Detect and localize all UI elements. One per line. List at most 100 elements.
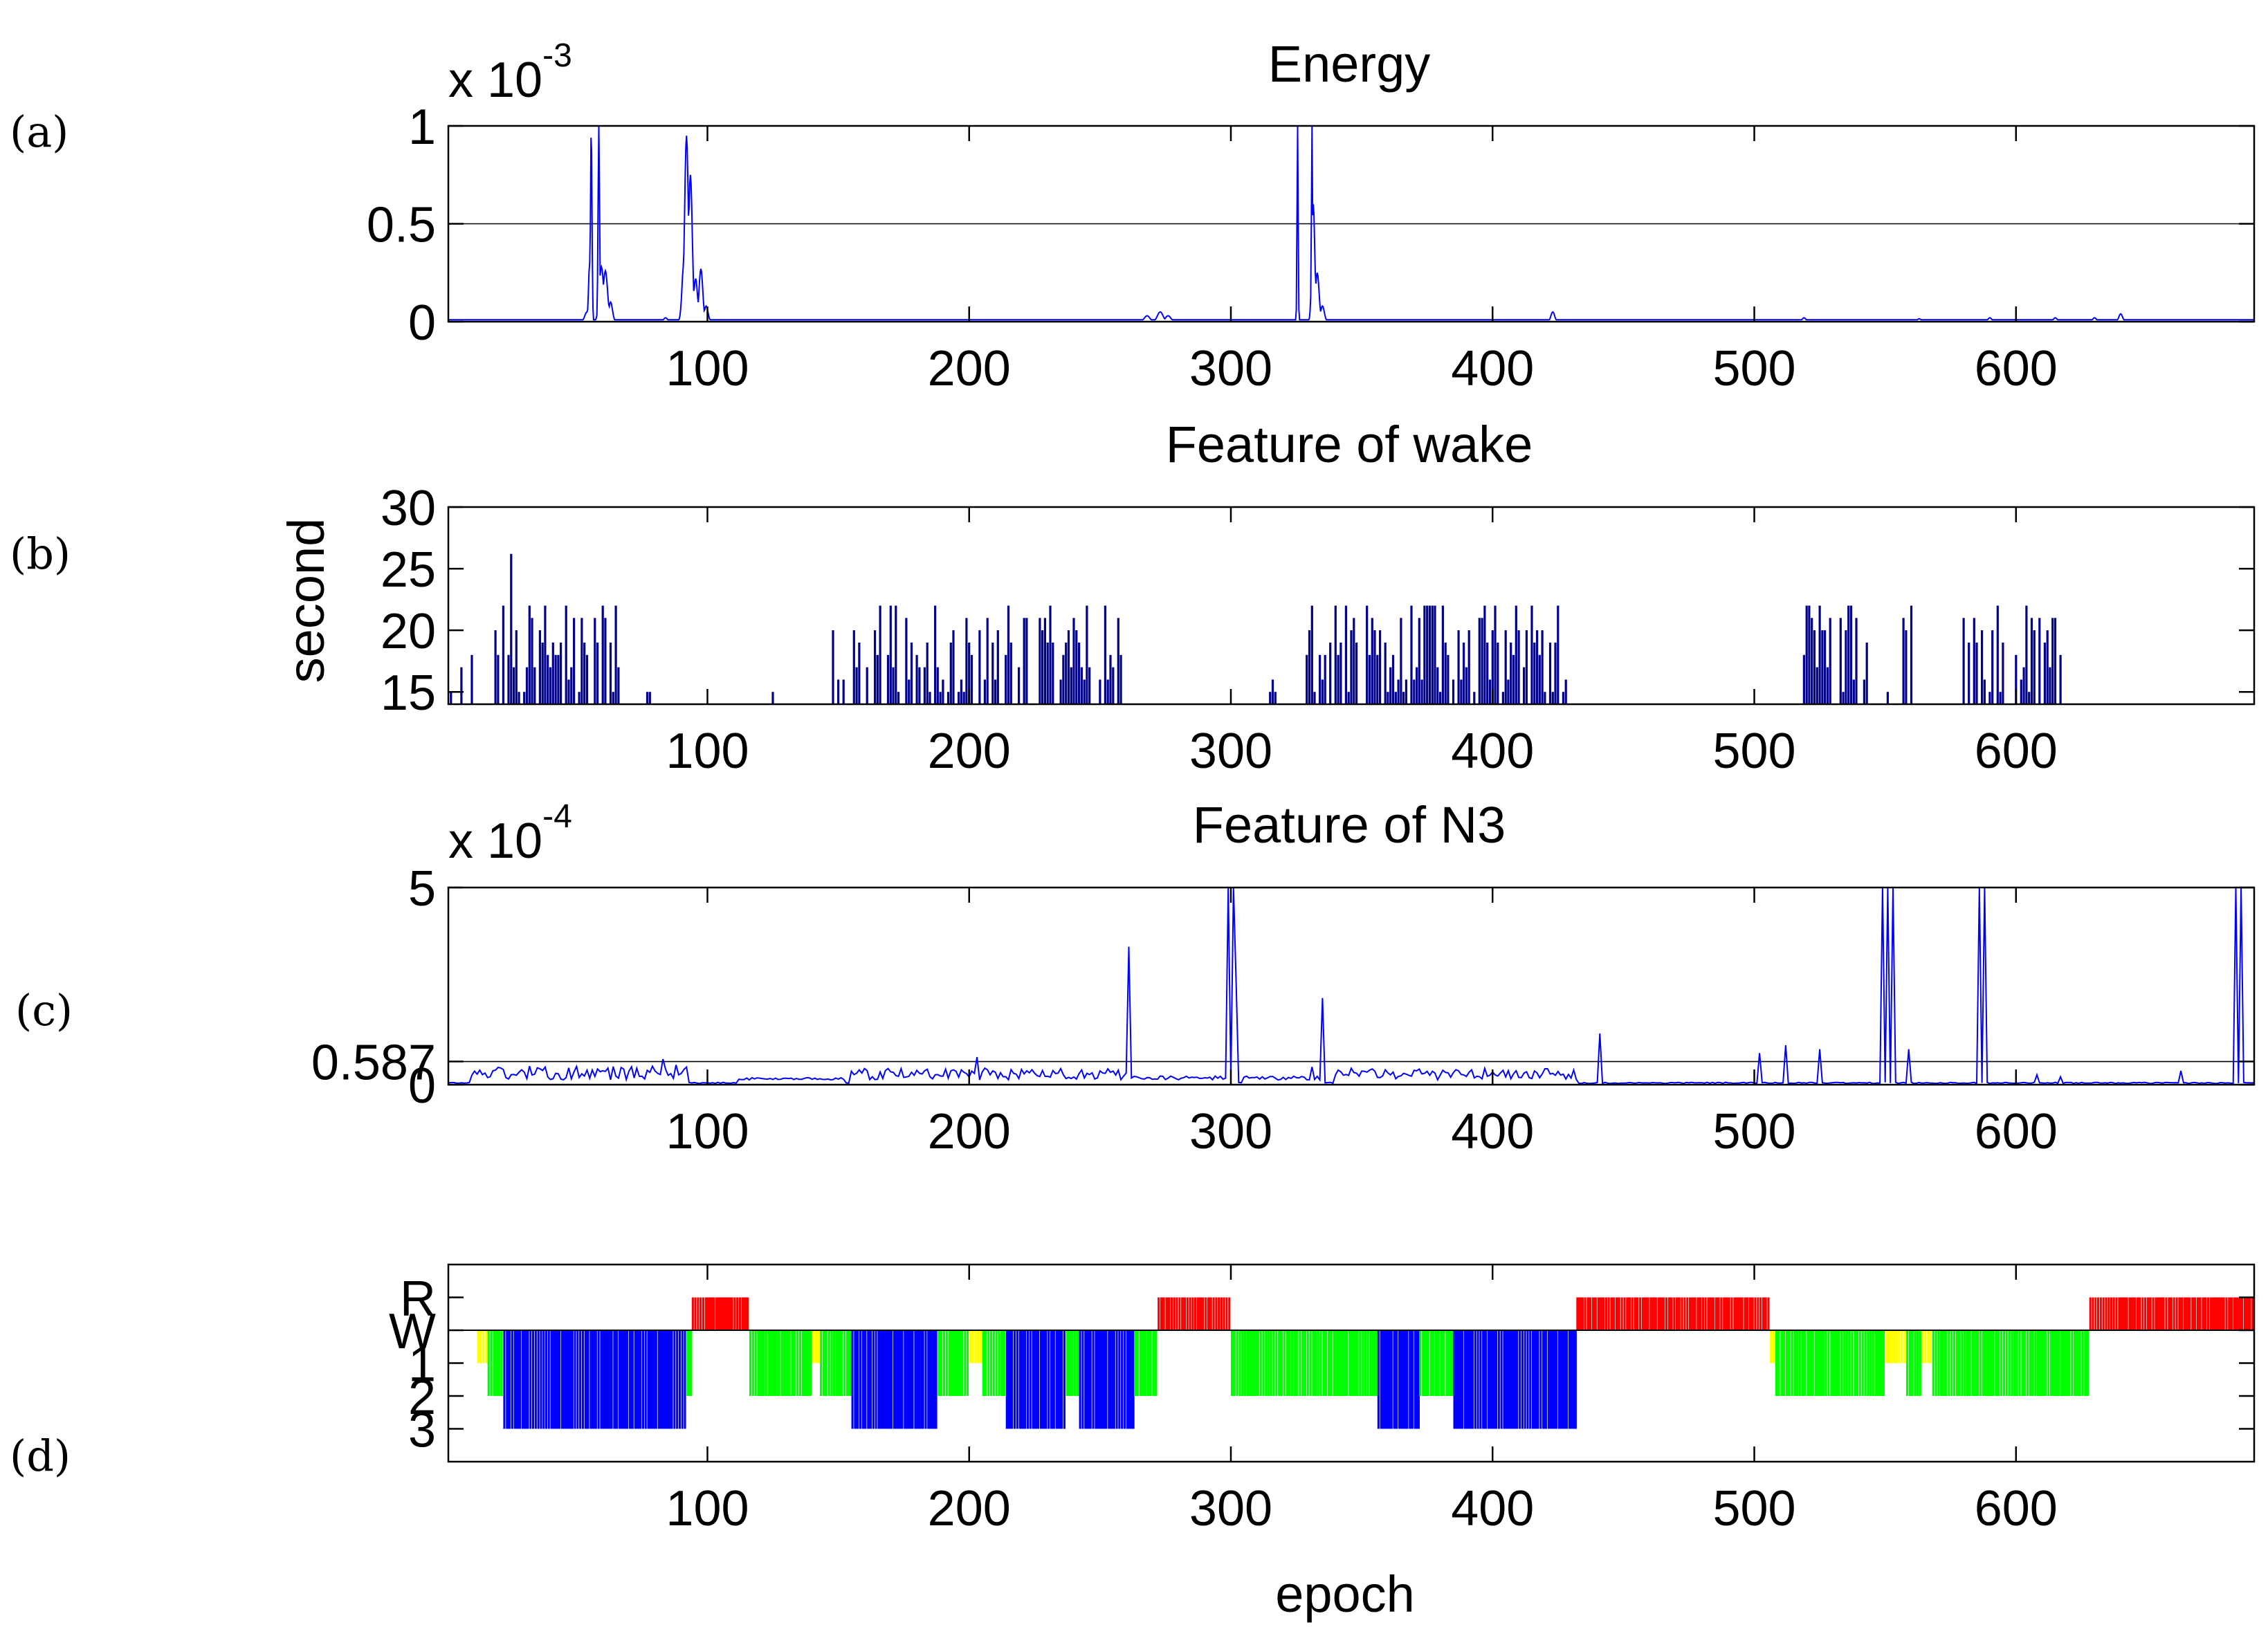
bar-wake: [1988, 692, 1991, 704]
epoch-bar-stage-2: [982, 1330, 986, 1396]
epoch-bar-stage-2: [1328, 1330, 1331, 1396]
epoch-bar-stage-R: [1631, 1297, 1635, 1330]
epoch-bar-stage-R: [2159, 1297, 2164, 1330]
bar-wake: [1816, 667, 1818, 704]
x-tick-label-d: 300: [1189, 1481, 1272, 1536]
bar-wake: [1983, 679, 1986, 704]
bar-wake: [1465, 667, 1467, 704]
epoch-bar-stage-2: [846, 1330, 850, 1396]
epoch-bar-stage-2: [995, 1330, 998, 1396]
bar-wake: [1416, 667, 1418, 704]
y-tick-label-d: R: [400, 1271, 436, 1327]
epoch-bar-stage-2: [1997, 1330, 2001, 1396]
epoch-bar-stage-R: [2199, 1297, 2202, 1330]
epoch-bar-stage-3: [506, 1330, 509, 1429]
bar-wake: [2054, 618, 2057, 704]
epoch-bar-stage-2: [1291, 1330, 1295, 1396]
epoch-bar-stage-2: [1809, 1330, 1813, 1396]
epoch-bar-stage-1: [817, 1330, 821, 1363]
epoch-bar-stage-R: [2144, 1297, 2148, 1330]
y-tick-label-d: 2: [408, 1370, 436, 1425]
epoch-bar-stage-2: [1961, 1330, 1964, 1396]
bar-wake: [1533, 642, 1536, 704]
epoch-bar-stage-3: [1011, 1330, 1014, 1429]
epoch-bar-stage-3: [1571, 1330, 1575, 1429]
epoch-bar-stage-3: [1547, 1330, 1551, 1429]
bar-wake: [978, 630, 981, 704]
epoch-bar-stage-2: [770, 1330, 774, 1396]
epoch-bar-stage-2: [961, 1330, 964, 1396]
epoch-bar-stage-2: [1856, 1330, 1860, 1396]
epoch-bar-stage-2: [1312, 1330, 1315, 1396]
bar-wake: [1973, 618, 1975, 704]
epoch-bar-stage-2: [998, 1330, 1001, 1396]
epoch-bar-stage-R: [1616, 1297, 1619, 1330]
epoch-bar-stage-R: [2209, 1297, 2213, 1330]
bar-wake: [1324, 654, 1326, 705]
epoch-bar-stage-2: [2081, 1330, 2085, 1396]
epoch-bar-stage-3: [1492, 1330, 1496, 1429]
epoch-bar-stage-2: [1359, 1330, 1362, 1396]
epoch-bar-stage-3: [681, 1330, 685, 1429]
bar-wake: [908, 679, 911, 704]
bar-wake: [560, 642, 563, 704]
bar-wake: [580, 618, 583, 704]
bar-wake: [1824, 630, 1827, 704]
epoch-bar-stage-2: [830, 1330, 834, 1396]
bar-wake: [1968, 642, 1970, 704]
epoch-bar-stage-2: [1845, 1330, 1849, 1396]
epoch-bar-stage-3: [906, 1330, 910, 1429]
epoch-bar-stage-3: [1458, 1330, 1462, 1429]
epoch-bar-stage-3: [1385, 1330, 1389, 1429]
bar-wake: [1368, 654, 1371, 705]
epoch-bar-stage-3: [574, 1330, 577, 1429]
epoch-bar-stage-2: [2037, 1330, 2040, 1396]
epoch-bar-stage-2: [1275, 1330, 1279, 1396]
epoch-bar-stage-3: [888, 1330, 891, 1429]
epoch-bar-stage-2: [1155, 1330, 1158, 1396]
epoch-bar-stage-2: [1254, 1330, 1258, 1396]
bar-wake: [2038, 618, 2041, 704]
bar-wake: [1802, 654, 1805, 705]
epoch-bar-stage-1: [812, 1330, 816, 1363]
bar-wake: [1086, 605, 1088, 704]
epoch-bar-stage-2: [1249, 1330, 1252, 1396]
bar-wake: [1355, 642, 1358, 704]
epoch-bar-stage-R: [1762, 1297, 1766, 1330]
bar-wake: [1059, 679, 1062, 704]
epoch-bar-stage-3: [1097, 1330, 1101, 1429]
epoch-bar-stage-R: [1736, 1297, 1739, 1330]
epoch-bar-stage-R: [1712, 1297, 1716, 1330]
epoch-bar-stage-3: [650, 1330, 653, 1429]
bar-wake: [460, 667, 463, 704]
epoch-bar-stage-3: [1553, 1330, 1556, 1429]
epoch-bar-stage-2: [1280, 1330, 1284, 1396]
epoch-bar-stage-3: [524, 1330, 528, 1429]
epoch-bar-stage-2: [2065, 1330, 2069, 1396]
epoch-bar-stage-3: [1490, 1330, 1493, 1429]
epoch-bar-stage-2: [1362, 1330, 1365, 1396]
bar-wake: [617, 667, 620, 704]
bar-wake: [533, 667, 536, 704]
bar-wake: [538, 630, 541, 704]
epoch-bar-stage-3: [513, 1330, 517, 1429]
epoch-bar-stage-R: [1636, 1297, 1640, 1330]
bar-wake: [502, 605, 504, 704]
y-tick-label-b: 20: [381, 604, 436, 659]
epoch-bar-stage-3: [1416, 1330, 1420, 1429]
epoch-bar-stage-R: [2249, 1297, 2252, 1330]
epoch-bar-stage-3: [1409, 1330, 1412, 1429]
epoch-bar-stage-R: [717, 1297, 721, 1330]
epoch-bar-stage-3: [503, 1330, 506, 1429]
epoch-bar-stage-R: [2220, 1297, 2224, 1330]
bar-wake: [494, 630, 497, 704]
epoch-bar-stage-2: [2058, 1330, 2061, 1396]
epoch-bar-stage-R: [1589, 1297, 1593, 1330]
epoch-bar-stage-R: [1660, 1297, 1663, 1330]
epoch-bar-stage-R: [1678, 1297, 1682, 1330]
epoch-bar-stage-R: [1597, 1297, 1600, 1330]
epoch-bar-stage-3: [1506, 1330, 1509, 1429]
epoch-bar-stage-1: [1895, 1330, 1899, 1363]
epoch-bar-stage-R: [1181, 1297, 1185, 1330]
epoch-bar-stage-R: [2092, 1297, 2095, 1330]
